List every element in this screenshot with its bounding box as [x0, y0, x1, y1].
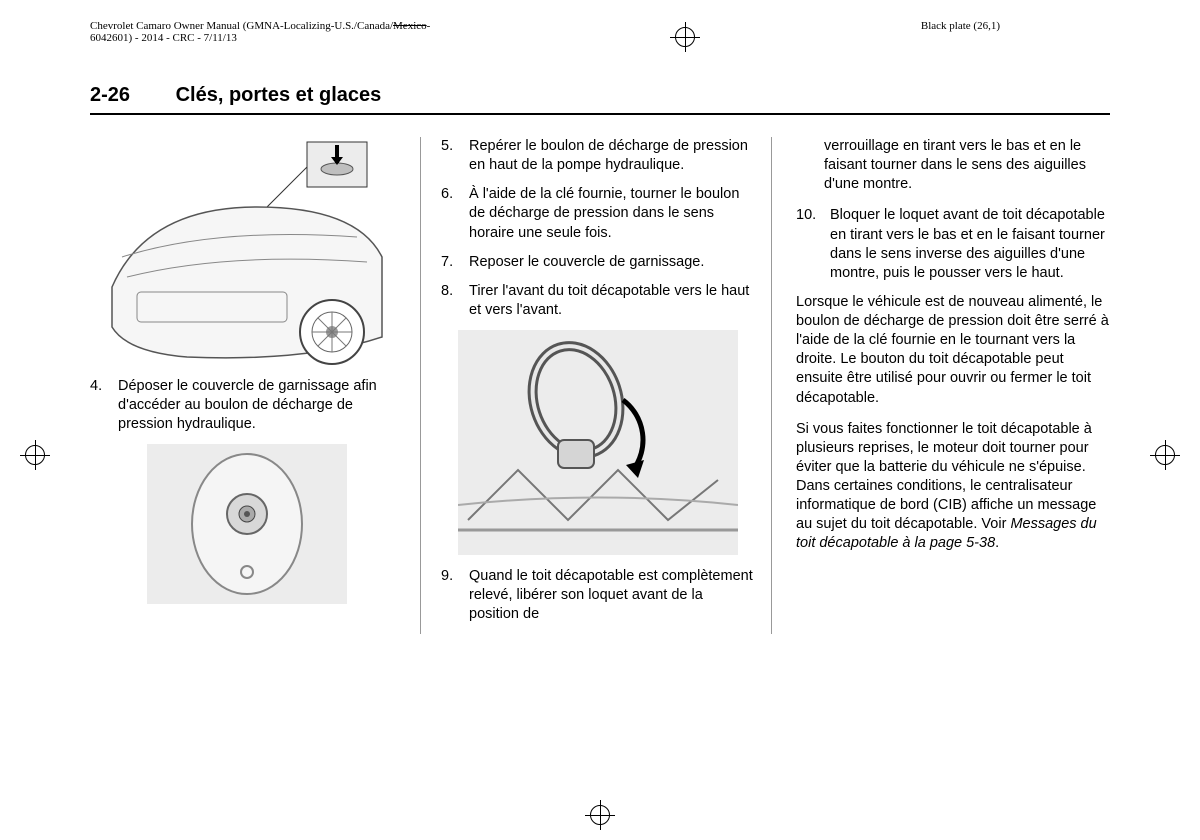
- step-10: 10. Bloquer le loquet avant de toit déca…: [830, 206, 1110, 283]
- step-text: Déposer le couvercle de garnissage afin …: [118, 378, 377, 432]
- bolt-cover-illustration: [147, 444, 347, 604]
- registration-mark-icon: [670, 22, 700, 52]
- step-number: 8.: [441, 282, 453, 301]
- list-col3: 10. Bloquer le loquet avant de toit déca…: [796, 206, 1110, 283]
- column-1: 4. Déposer le couvercle de garnissage af…: [90, 137, 421, 634]
- car-rear-illustration: [107, 137, 387, 367]
- step-4: 4. Déposer le couvercle de garnissage af…: [118, 377, 404, 434]
- step-number: 10.: [796, 206, 816, 225]
- chapter-number: 2-26: [90, 84, 130, 107]
- header-right: Black plate (26,1): [921, 20, 1000, 32]
- list-col2b: 9. Quand le toit décapotable est complèt…: [441, 567, 755, 624]
- step-7: 7. Reposer le couvercle de garnissage.: [469, 253, 755, 272]
- step-8: 8. Tirer l'avant du toit décapotable ver…: [469, 282, 755, 320]
- chapter-title: Clés, portes et glaces: [176, 84, 382, 106]
- step-number: 4.: [90, 377, 102, 396]
- step-text: Quand le toit décapotable est complèteme…: [469, 568, 753, 622]
- step-9-continued: verrouillage en tirant vers le bas et en…: [796, 137, 1110, 194]
- step-number: 7.: [441, 253, 453, 272]
- header-text-a: Chevrolet Camaro Owner Manual (GMNA-Loca…: [90, 20, 393, 32]
- step-text: Reposer le couvercle de garnissage.: [469, 254, 704, 270]
- list-col1: 4. Déposer le couvercle de garnissage af…: [90, 377, 404, 434]
- step-number: 5.: [441, 137, 453, 156]
- registration-mark-icon: [20, 440, 50, 470]
- step-5: 5. Repérer le boulon de décharge de pres…: [469, 137, 755, 175]
- step-6: 6. À l'aide de la clé fournie, tourner l…: [469, 185, 755, 242]
- step-text: Bloquer le loquet avant de toit décapota…: [830, 207, 1105, 280]
- latch-illustration: [458, 330, 738, 555]
- step-number: 9.: [441, 567, 453, 586]
- paragraph-battery: Si vous faites fonctionner le toit décap…: [796, 420, 1110, 554]
- paragraph-power: Lorsque le véhicule est de nouveau alime…: [796, 293, 1110, 408]
- header-text-b: -: [427, 20, 431, 32]
- step-text: À l'aide de la clé fournie, tourner le b…: [469, 186, 739, 240]
- column-3: verrouillage en tirant vers le bas et en…: [792, 137, 1110, 634]
- chapter-heading: 2-26 Clés, portes et glaces: [90, 84, 1110, 115]
- content-columns: 4. Déposer le couvercle de garnissage af…: [90, 137, 1110, 634]
- step-9: 9. Quand le toit décapotable est complèt…: [469, 567, 755, 624]
- step-text: Tirer l'avant du toit décapotable vers l…: [469, 283, 749, 318]
- column-2: 5. Repérer le boulon de décharge de pres…: [441, 137, 772, 634]
- header-line2: 6042601) - 2014 - CRC - 7/11/13: [90, 32, 1110, 44]
- list-col2a: 5. Repérer le boulon de décharge de pres…: [441, 137, 755, 320]
- step-text: Repérer le boulon de décharge de pressio…: [469, 138, 748, 173]
- header-strike: Mexico: [393, 20, 427, 32]
- manual-page: Chevrolet Camaro Owner Manual (GMNA-Loca…: [0, 0, 1200, 840]
- step-number: 6.: [441, 185, 453, 204]
- para-text-b: .: [995, 535, 999, 551]
- registration-mark-icon: [585, 800, 615, 830]
- registration-mark-icon: [1150, 440, 1180, 470]
